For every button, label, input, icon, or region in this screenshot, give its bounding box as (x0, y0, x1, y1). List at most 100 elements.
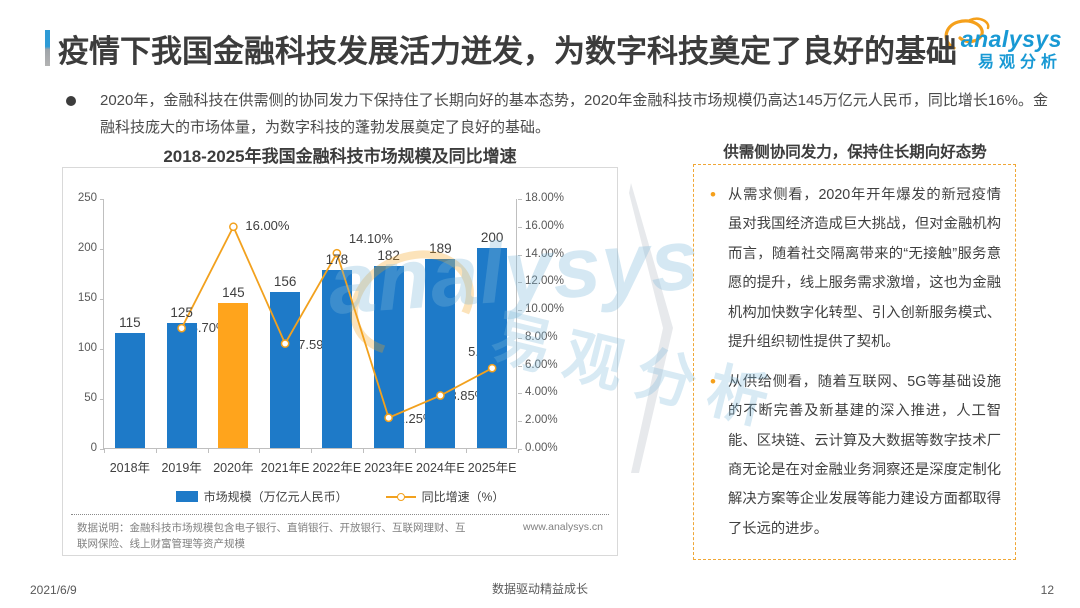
section-arrow-icon (629, 183, 673, 473)
y-axis-tick-left: 100 (77, 342, 97, 354)
x-axis-tickmark (259, 449, 261, 453)
y-axis-tickmark-right (518, 365, 522, 367)
growth-line (177, 222, 497, 423)
x-axis-label: 2024年E (416, 461, 465, 475)
legend-swatch-market (175, 491, 198, 502)
y-axis-tick-left: 0 (90, 442, 97, 454)
x-axis-tickmark (466, 449, 468, 453)
y-axis-tickmark-right (518, 449, 522, 450)
bar (166, 323, 197, 448)
bar (114, 333, 145, 448)
y-axis-tickmark-left (100, 249, 104, 250)
legend-item-growth: 同比增速（%） (385, 488, 505, 505)
x-axis-tickmark (362, 449, 364, 453)
bullet-dot-icon: • (710, 185, 716, 204)
y-axis-tickmark-right (518, 199, 522, 200)
footnote-divider (71, 514, 609, 515)
bar-value-label: 182 (377, 248, 400, 263)
bar-value-label: 189 (429, 241, 452, 256)
line-marker-icon (436, 391, 445, 400)
y-axis-tick-left: 50 (84, 392, 97, 404)
bar (218, 303, 249, 448)
bar (270, 292, 301, 448)
x-axis-label: 2019年 (161, 461, 202, 475)
line-marker-icon (332, 248, 342, 258)
chart-box: 250 200 150 100 50 0 18.00% 16.00% 14.00% 12.00% 1… (62, 167, 618, 556)
logo-swirl-icon (944, 17, 990, 50)
y-axis-tickmark-right (518, 421, 522, 423)
panel-bullet: • 从供给侧看，随着互联网、5G等基础设施的不断完善及新基建的深入推进，人工智能、… (710, 368, 1001, 545)
x-axis-label: 2021年E (260, 461, 310, 475)
title-accent-bar (45, 30, 50, 66)
y-axis-tickmark-left (100, 199, 104, 200)
footer-page-number: 12 (1040, 583, 1054, 597)
y-axis-tickmark-right (518, 393, 522, 395)
y-axis-tickmark-right (518, 337, 522, 339)
legend-label-growth: 同比增速（%） (421, 490, 505, 504)
y-axis-tickmark-right (518, 254, 522, 256)
x-axis-label: 2023年E (364, 461, 413, 475)
bar (425, 259, 456, 448)
bar-value-label: 125 (170, 305, 193, 320)
y-axis-tick-right: 0.00% (525, 442, 558, 454)
x-axis-label: 2025年E (467, 461, 517, 475)
brand-name: analysys (960, 26, 1062, 52)
y-axis-tick-left: 200 (77, 242, 97, 254)
y-axis-tickmark-left (100, 399, 104, 400)
x-axis-tickmark (155, 449, 157, 453)
y-axis-tick-right: 4.00% (525, 386, 558, 399)
source-link[interactable]: www.analysys.cn (523, 521, 603, 533)
y-axis-tick-left: 250 (77, 192, 97, 204)
bar-value-label: 145 (222, 285, 245, 300)
y-axis-tickmark-left (100, 449, 104, 450)
chart-legend: 市场规模（万亿元人民币） 同比增速（%） (63, 488, 617, 505)
legend-label-market: 市场规模（万亿元人民币） (203, 490, 348, 504)
intro-text: 2020年，金融科技在供需侧的协同发力下保持住了长期向好的基本态势，2020年金… (100, 92, 1048, 136)
y-axis-tickmark-left (100, 349, 104, 350)
x-axis-tickmark (311, 449, 312, 453)
line-marker-icon (384, 413, 393, 423)
line-marker-icon (177, 323, 186, 333)
y-axis-tick-left: 150 (77, 292, 97, 304)
y-axis-tick-right: 18.00% (525, 192, 565, 204)
y-axis-tickmark-left (100, 299, 104, 300)
panel-box: • 从需求侧看，2020年开年爆发的新冠疫情虽对我国经济造成巨大挑战，但对金融机构… (693, 164, 1016, 560)
growth-point-label: 2.25% (397, 410, 435, 426)
x-axis-tickmark (518, 449, 519, 453)
panel-header: 供需侧协同发力，保持住长期向好态势 (723, 144, 987, 161)
brand-name-cn: 易观分析 (977, 54, 1062, 71)
bar (321, 270, 352, 448)
brand-logo: analysys 易观分析 (936, 12, 1064, 71)
bar-value-label: 178 (325, 252, 349, 267)
line-marker-icon (487, 363, 497, 373)
line-marker-icon (229, 222, 238, 232)
y-axis-tick-right: 10.00% (525, 303, 565, 316)
x-axis-label: 2018年 (109, 461, 151, 475)
legend-marker-icon (396, 492, 405, 501)
y-axis-tickmark-right (518, 310, 522, 312)
y-axis-tickmark-right (518, 282, 522, 284)
growth-point-label: 8.70% (190, 320, 228, 336)
bullet-dot-icon: • (710, 371, 716, 391)
y-axis-tick-right: 2.00% (525, 414, 558, 427)
y-axis-tick-right: 16.00% (525, 219, 565, 232)
panel-bullet: • 从需求侧看，2020年开年爆发的新冠疫情虽对我国经济造成巨大挑战，但对金融机构… (710, 181, 1001, 358)
growth-point-label: 16.00% (245, 217, 290, 233)
y-axis-tick-right: 12.00% (525, 275, 565, 288)
growth-point-label: 3.85% (449, 387, 487, 403)
line-marker-icon (280, 339, 290, 348)
chart-plot: 250 200 150 100 50 0 18.00% 16.00% 14.00% 12.00% 1… (78, 192, 564, 475)
x-axis-label: 2022年E (312, 461, 362, 475)
panel-bullet-text: 从供给侧看，随着互联网、5G等基础设施的不断完善及新基建的深入推进，人工智能、区… (728, 373, 1001, 537)
y-axis-tick-right: 8.00% (525, 330, 558, 343)
chart-title: 2018-2025年我国金融科技市场规模及同比增速 (163, 147, 517, 166)
intro-bullet-dot (66, 96, 76, 106)
page-title: 疫情下我国金融科技发展活力迸发，为数字科技奠定了良好的基础 (58, 34, 957, 69)
bar-value-label: 200 (480, 230, 504, 245)
x-axis-label: 2020年 (213, 461, 254, 475)
growth-point-label: 14.10% (348, 231, 393, 247)
x-axis-tickmark (104, 449, 105, 453)
footer-slogan: 数据驱动精益成长 (491, 582, 588, 596)
bar (477, 248, 508, 448)
bar-value-label: 156 (273, 274, 297, 289)
